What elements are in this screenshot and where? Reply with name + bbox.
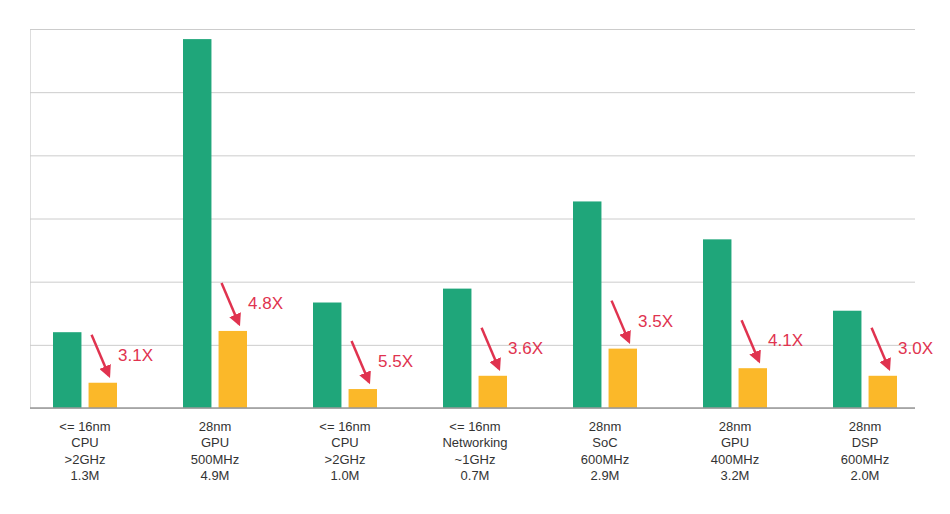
grid-line — [30, 92, 915, 93]
bar — [609, 349, 637, 408]
bar — [313, 303, 341, 408]
x-tick-label-line: SoC — [592, 435, 617, 450]
arrow — [482, 328, 499, 369]
x-tick-label-line: 1.0M — [331, 468, 360, 483]
arrow — [352, 341, 369, 382]
bar — [349, 389, 377, 408]
x-tick: 28nmSoC 600MHz2.9M — [581, 408, 629, 483]
arrow — [92, 335, 109, 376]
bar — [443, 289, 471, 408]
x-tick-label-line: 1.3M — [71, 468, 100, 483]
x-tick-label-line: <= 16nm — [59, 419, 110, 434]
annotation: 3.1X — [118, 346, 153, 365]
x-tick-label-line: GPU — [201, 435, 229, 450]
annotation: 4.1X — [768, 331, 803, 350]
x-tick-label-line: 400MHz — [711, 452, 759, 467]
x-tick: <= 16nmCPU >2GHz1.0M — [319, 408, 370, 483]
bar — [89, 383, 117, 408]
x-tick-label-line: 600MHz — [581, 452, 629, 467]
bar — [183, 39, 211, 408]
x-tick: <= 16nmNetworking ~1GHz0.7M — [442, 408, 507, 483]
y-axis-line — [31, 30, 916, 409]
bar — [573, 201, 601, 408]
annotation: 3.0X — [898, 339, 933, 358]
x-tick-label-line: CPU — [71, 435, 98, 450]
x-tick-label-line: 0.7M — [461, 468, 490, 483]
x-tick: 28nmDSP 600MHz2.0M — [841, 408, 889, 483]
y-tick — [30, 282, 915, 283]
x-tick-label-line: DSP — [852, 435, 879, 450]
y-axis — [30, 30, 915, 409]
x-tick-label-line: 28nm — [849, 419, 882, 434]
x-tick-label-line: 28nm — [199, 419, 232, 434]
x-tick-label-line: 28nm — [589, 419, 622, 434]
bar — [703, 239, 731, 408]
x-tick: 28nmGPU 500MHz4.9M — [191, 408, 239, 483]
y-tick — [30, 408, 915, 409]
arrow — [872, 328, 889, 369]
annotation: 3.6X — [508, 339, 543, 358]
y-tick — [30, 29, 915, 30]
x-tick-label-line: Networking — [442, 435, 507, 450]
chart: <= 16nmCPU>2GHz1.3M28nmGPU500MHz4.9M<= 1… — [0, 0, 950, 514]
x-tick-label-line: 600MHz — [841, 452, 889, 467]
bar — [479, 376, 507, 408]
x-axis-line — [30, 407, 915, 409]
grid-line — [30, 29, 915, 30]
bar — [739, 368, 767, 408]
annotation: 4.8X — [248, 294, 283, 313]
x-tick-label-line: 500MHz — [191, 452, 239, 467]
x-tick-label: <= 16nmCPU >2GHz1.0M — [319, 419, 370, 483]
y-tick — [30, 92, 915, 93]
annotation: 3.5X — [638, 312, 673, 331]
annotations: 3.1X 4.8X 5.5X 3.6X 3.5X 4.1X 3.0X — [92, 283, 933, 382]
x-axis: <= 16nmCPU>2GHz1.3M28nmGPU500MHz4.9M<= 1… — [30, 408, 915, 483]
x-tick-label-line: >2GHz — [65, 452, 106, 467]
x-tick-label: <= 16nmCPU >2GHz1.3M — [59, 419, 110, 483]
x-tick-label: 28nmGPU 400MHz3.2M — [711, 419, 759, 483]
x-tick-label-line: 28nm — [719, 419, 752, 434]
x-tick: <= 16nmCPU >2GHz1.3M — [59, 408, 110, 483]
grid-line — [30, 408, 915, 409]
y-tick — [30, 155, 915, 156]
annotation: 5.5X — [378, 352, 413, 371]
x-tick-label: 28nmSoC 600MHz2.9M — [581, 419, 629, 483]
x-tick-label-line: ~1GHz — [455, 452, 496, 467]
bar — [833, 311, 861, 408]
grid-line — [30, 282, 915, 283]
x-tick-label-line: >2GHz — [325, 452, 366, 467]
grid-line — [30, 155, 915, 156]
x-tick-label-line: <= 16nm — [449, 419, 500, 434]
arrow — [742, 320, 759, 361]
x-tick: 28nmGPU 400MHz3.2M — [711, 408, 759, 483]
x-tick-label-line: CPU — [331, 435, 358, 450]
x-tick-label-line: 4.9M — [201, 468, 230, 483]
arrow — [222, 283, 239, 324]
bars — [53, 39, 897, 408]
x-tick-label-line: GPU — [721, 435, 749, 450]
x-tick-label-line: <= 16nm — [319, 419, 370, 434]
y-tick — [30, 219, 915, 220]
arrow — [612, 301, 629, 342]
bar — [219, 331, 247, 408]
x-tick-label-line: 3.2M — [721, 468, 750, 483]
bar — [53, 332, 81, 408]
bar — [869, 376, 897, 408]
x-tick-label-line: 2.0M — [851, 468, 880, 483]
x-tick-label: 28nmGPU 500MHz4.9M — [191, 419, 239, 483]
x-tick-label: <= 16nmNetworking ~1GHz0.7M — [442, 419, 507, 483]
x-tick-label-line: 2.9M — [591, 468, 620, 483]
x-tick-label: 28nmDSP 600MHz2.0M — [841, 419, 889, 483]
grid-line — [30, 219, 915, 220]
